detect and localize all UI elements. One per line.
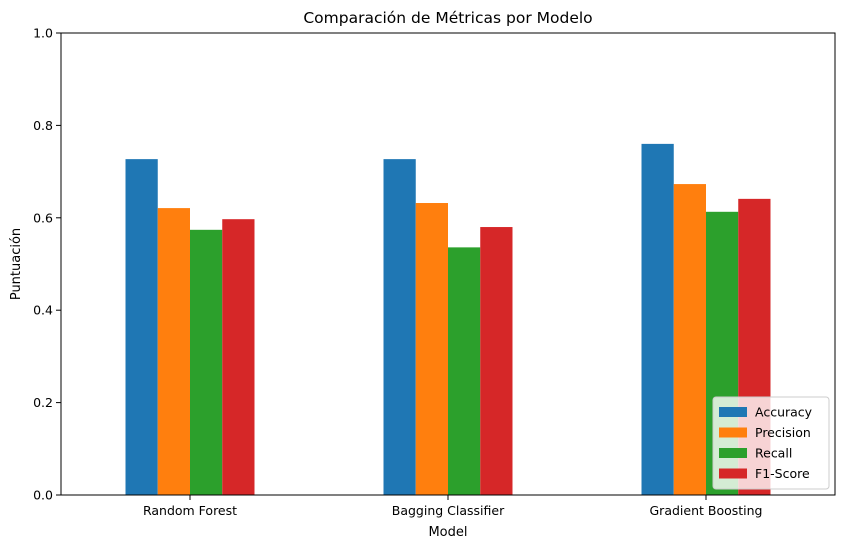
bar-precision-3 [673,184,706,495]
legend-swatch [719,427,747,438]
y-axis-label: Puntuación [9,228,24,300]
y-tick-label: 0.2 [33,395,53,410]
legend-swatch [719,448,747,458]
x-tick-label: Bagging Classifier [392,503,505,518]
bar-f1-score-2 [480,227,513,496]
y-tick-label: 0.6 [33,210,53,225]
bar-accuracy-3 [641,143,674,495]
legend-swatch [719,407,747,417]
legend[interactable]: Accuracy Precision Recall F1-Score [712,396,830,490]
legend-swatch [719,468,747,479]
x-tick-label: Gradient Boosting [650,503,763,518]
bar-recall-1 [190,229,223,495]
x-axis: Random Forest Bagging Classifier Gradient … [143,495,763,518]
x-axis-label: Model [428,525,467,540]
bar-precision-1 [157,208,190,495]
bar-precision-2 [415,203,448,496]
y-tick-label: 0.4 [33,303,53,318]
chart-title: Comparación de Métricas por Modelo [303,9,592,27]
bar-accuracy-2 [383,159,416,495]
bar-f1-score-1 [222,219,255,495]
y-axis: 0.0 0.2 0.4 0.6 0.8 1.0 [33,26,61,503]
y-tick-label: 0.8 [33,118,53,133]
y-tick-label: 0.0 [33,488,53,503]
legend-label: F1-Score [755,466,810,481]
legend-label: Accuracy [755,405,813,420]
bar-recall-2 [448,247,481,495]
bars-layer [125,143,771,496]
legend-label: Recall [755,446,792,461]
legend-label: Precision [755,425,811,440]
y-tick-label: 1.0 [33,26,53,41]
x-tick-label: Random Forest [143,503,237,518]
legend-box [712,396,830,490]
bar-accuracy-1 [125,159,158,495]
